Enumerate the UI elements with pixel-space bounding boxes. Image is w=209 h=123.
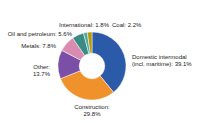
svg-text:(incl. maritime): 39.1%: (incl. maritime): 39.1% bbox=[132, 61, 192, 67]
svg-text:Oil and petroleum: 5.6%: Oil and petroleum: 5.6% bbox=[8, 31, 73, 37]
svg-text:Coal: 2.2%: Coal: 2.2% bbox=[112, 22, 142, 28]
svg-text:29.8%: 29.8% bbox=[83, 111, 101, 117]
svg-text:International: 1.8%: International: 1.8% bbox=[59, 22, 110, 28]
svg-text:Construction:: Construction: bbox=[74, 104, 110, 110]
svg-text:Other:: Other: bbox=[33, 64, 50, 70]
svg-text:13.7%: 13.7% bbox=[33, 71, 51, 77]
svg-text:Domestic intermodal: Domestic intermodal bbox=[132, 54, 187, 60]
svg-text:Metals: 7.8%: Metals: 7.8% bbox=[21, 43, 56, 49]
